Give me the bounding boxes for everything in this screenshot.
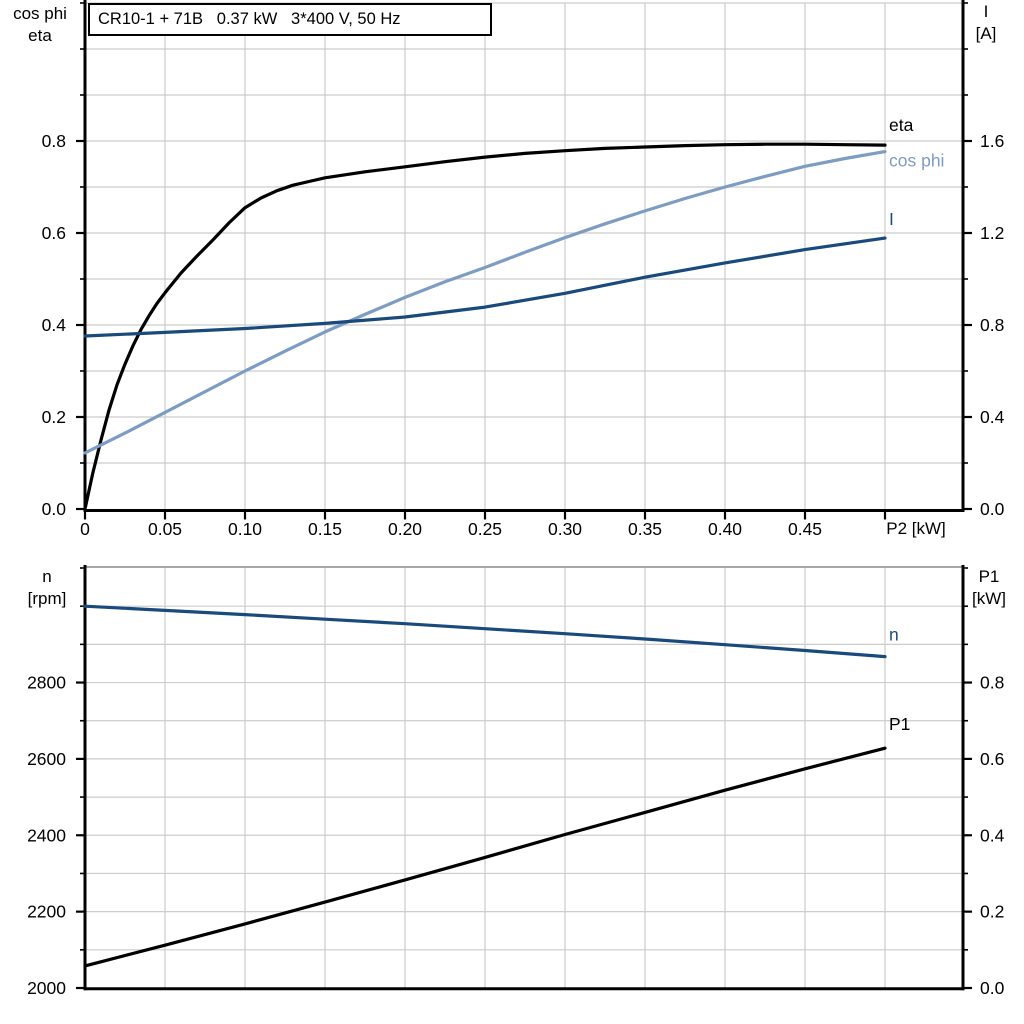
x-axis-tick-label: 0 xyxy=(80,519,90,539)
curve-label-P1: P1 xyxy=(889,714,910,734)
top-left-axis-title-line2: eta xyxy=(28,26,52,45)
curve-cos-phi xyxy=(83,150,887,455)
curve-n xyxy=(83,604,887,659)
x-axis-tick-label: 0.25 xyxy=(468,519,502,539)
chart-title-box: CR10-1 + 71B 0.37 kW 3*400 V, 50 Hz xyxy=(88,3,492,36)
left-axis-tick-label: 0.6 xyxy=(42,223,66,243)
left-axis-tick-label: 0.4 xyxy=(42,315,67,335)
right-axis-tick-label: 0.6 xyxy=(980,749,1004,769)
curve-label-cos-phi: cos phi xyxy=(889,151,944,171)
curve-label-I: I xyxy=(889,209,894,229)
right-axis-tick-label: 1.2 xyxy=(980,223,1004,243)
curve-P1 xyxy=(83,746,887,968)
left-axis-tick-label: 0.0 xyxy=(42,499,67,519)
left-axis-tick-label: 0.2 xyxy=(42,407,66,427)
x-axis-tick-label: 0.35 xyxy=(628,519,662,539)
x-axis-tick-label: 0.20 xyxy=(388,519,422,539)
right-axis-tick-label: 0.2 xyxy=(980,902,1004,922)
top-left-axis-title-line1: cos phi xyxy=(13,4,67,23)
x-axis-tick-label: 0.10 xyxy=(228,519,262,539)
right-axis-tick-label: 1.6 xyxy=(980,131,1004,151)
left-axis-tick-label: 0.8 xyxy=(42,131,66,151)
top-right-axis-title-line2: [A] xyxy=(975,24,997,43)
curve-eta xyxy=(83,142,887,511)
right-axis-tick-label: 0.8 xyxy=(980,315,1004,335)
x-axis-tick-label: 0.15 xyxy=(308,519,342,539)
x-axis-tick-label: 0.05 xyxy=(148,519,182,539)
left-axis-tick-label: 2000 xyxy=(27,978,66,998)
x-axis-unit-label: P2 [kW] xyxy=(886,519,946,538)
bottom-left-axis-title-line2: [rpm] xyxy=(27,589,67,608)
right-axis-tick-label: 0.4 xyxy=(980,825,1005,845)
top-right-axis-title-line1: I xyxy=(983,2,989,21)
curve-label-eta: eta xyxy=(889,115,914,135)
left-axis-tick-label: 2200 xyxy=(27,902,66,922)
right-axis-tick-label: 0.0 xyxy=(980,499,1005,519)
curve-label-n: n xyxy=(889,625,899,645)
bottom-right-axis-title-line2: [kW] xyxy=(972,589,1006,608)
x-axis-tick-label: 0.40 xyxy=(708,519,742,539)
x-axis-tick-label: 0.30 xyxy=(548,519,582,539)
right-axis-tick-label: 0.0 xyxy=(980,978,1005,998)
right-axis-tick-label: 0.4 xyxy=(980,407,1005,427)
bottom-right-axis-title-line1: P1 xyxy=(978,567,1000,586)
left-axis-tick-label: 2400 xyxy=(27,825,66,845)
bottom-left-axis-title-line1: n xyxy=(42,567,52,586)
left-axis-tick-label: 2800 xyxy=(27,673,66,693)
left-axis-tick-label: 2600 xyxy=(27,749,66,769)
curve-I xyxy=(83,236,887,338)
right-axis-tick-label: 0.8 xyxy=(980,673,1004,693)
x-axis-tick-label: 0.45 xyxy=(788,519,822,539)
chart-title: CR10-1 + 71B 0.37 kW 3*400 V, 50 Hz xyxy=(98,10,401,28)
